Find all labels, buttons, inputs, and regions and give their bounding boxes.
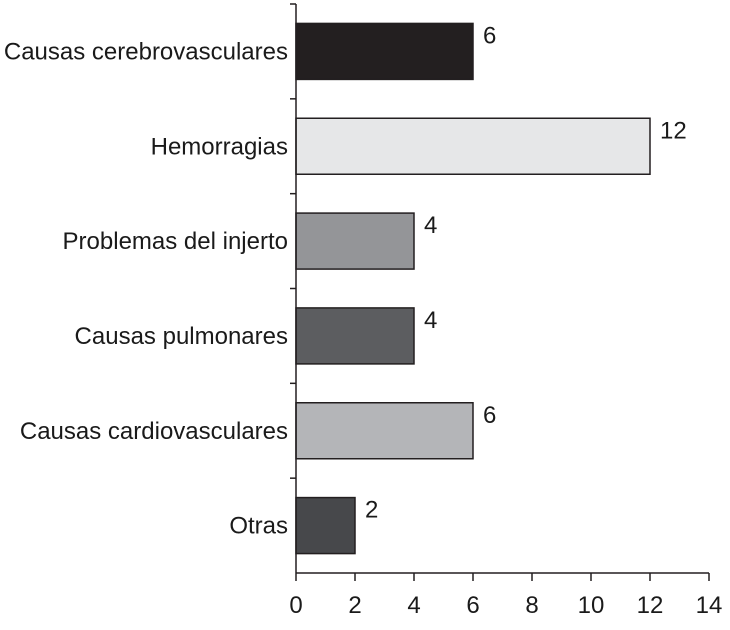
- category-label: Causas pulmonares: [75, 323, 288, 350]
- x-tick-label: 14: [696, 592, 723, 619]
- x-tick-label: 10: [578, 592, 605, 619]
- x-tick-label: 4: [407, 592, 420, 619]
- bar: [295, 496, 356, 555]
- x-tick-label: 6: [466, 592, 479, 619]
- x-tick-label: 0: [289, 592, 302, 619]
- x-tick-label: 12: [637, 592, 664, 619]
- axis-layer: [290, 3, 710, 581]
- bar: [295, 22, 474, 81]
- value-label: 6: [483, 402, 496, 429]
- value-label: 12: [660, 117, 687, 144]
- category-label: Hemorragias: [151, 133, 288, 160]
- value-label: 6: [483, 22, 496, 49]
- category-label: Causas cardiovasculares: [20, 418, 288, 445]
- value-label: 4: [424, 307, 437, 334]
- value-label: 2: [365, 497, 378, 524]
- category-label: Problemas del injerto: [63, 228, 288, 255]
- category-label: Otras: [229, 513, 288, 540]
- bar: [295, 307, 415, 365]
- bars-layer: [295, 22, 651, 555]
- category-label: Causas cerebrovasculares: [4, 38, 288, 65]
- bar: [295, 402, 474, 460]
- bar: [295, 117, 651, 175]
- bar: [295, 212, 415, 270]
- x-tick-label: 2: [348, 592, 361, 619]
- x-tick-label: 8: [525, 592, 538, 619]
- labels-layer: Causas cerebrovasculares 6 Hemorragias 12 Pr…: [4, 22, 722, 619]
- value-label: 4: [424, 212, 437, 239]
